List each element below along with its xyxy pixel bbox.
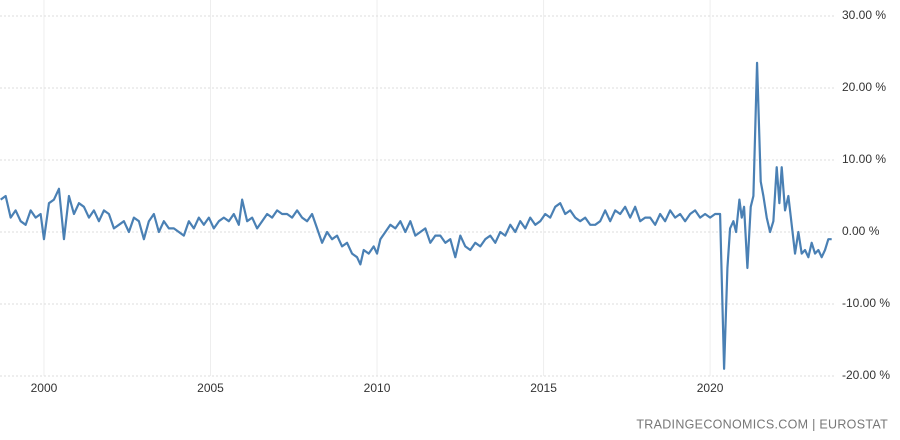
data-line — [0, 61, 832, 370]
source: TRADINGECONOMICS.COM | EUROSTAT — [636, 417, 888, 431]
y-tick-label: 20.00 % — [842, 80, 886, 94]
x-tick-label: 2020 — [697, 381, 724, 395]
y-tick-label: -20.00 % — [842, 368, 890, 382]
x-tick-label: 2010 — [364, 381, 391, 395]
y-tick-label: 10.00 % — [842, 152, 886, 166]
y-tick-label: 0.00 % — [842, 224, 880, 238]
y-tick-label: -10.00 % — [842, 296, 890, 310]
y-tick-label: 30.00 % — [842, 8, 886, 22]
x-tick-label: 2000 — [31, 381, 58, 395]
x-tick-label: 2015 — [530, 381, 557, 395]
x-tick-label: 2005 — [197, 381, 224, 395]
